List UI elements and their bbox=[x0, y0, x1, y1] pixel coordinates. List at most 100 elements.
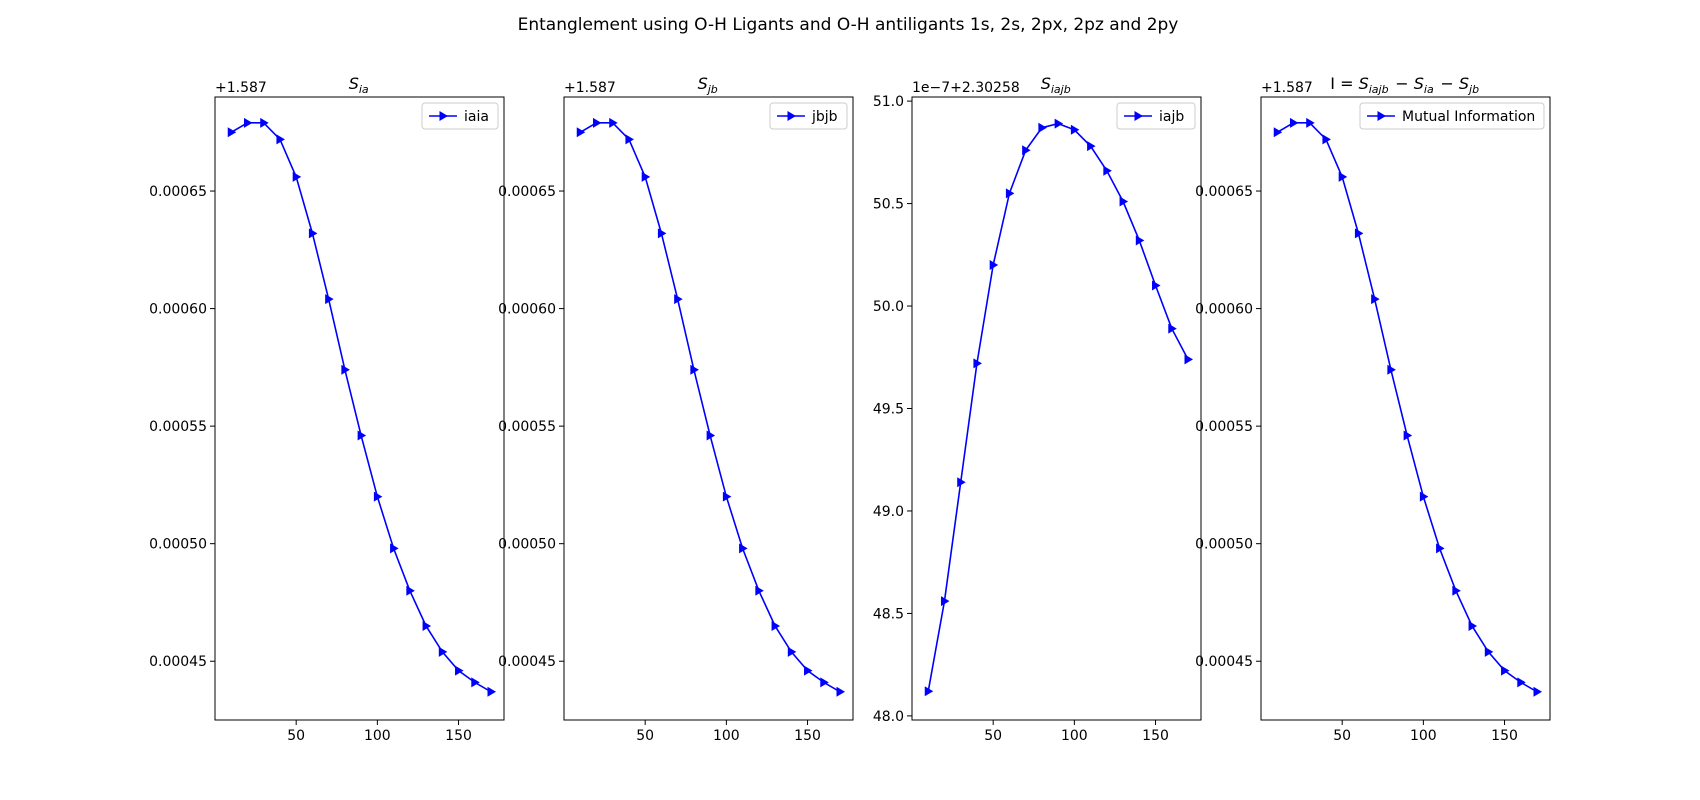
data-point-marker bbox=[422, 620, 432, 631]
data-point-marker bbox=[641, 171, 651, 182]
plot-area bbox=[563, 96, 854, 721]
x-tick-label: 50 bbox=[1333, 728, 1351, 744]
data-point-marker bbox=[771, 620, 781, 631]
axis-offset-label: +1.587 bbox=[564, 80, 616, 96]
legend-marker bbox=[439, 111, 448, 121]
y-tick-label: 48.5 bbox=[873, 606, 904, 622]
figure-title: Entanglement using O-H Ligants and O-H a… bbox=[518, 15, 1179, 35]
data-point-marker bbox=[1119, 196, 1129, 207]
data-point-marker bbox=[592, 117, 602, 128]
data-point-marker bbox=[804, 665, 813, 676]
subplot-title: I = Siajb − Sia − Sjb bbox=[1330, 74, 1480, 96]
data-point-marker bbox=[674, 294, 683, 305]
data-point-marker bbox=[820, 677, 829, 688]
data-point-marker bbox=[657, 228, 667, 239]
x-tick-label: 150 bbox=[794, 728, 821, 744]
data-point-marker bbox=[1338, 171, 1348, 182]
y-tick-label: 0.00065 bbox=[1195, 184, 1253, 200]
y-tick-label: 0.00045 bbox=[149, 654, 207, 670]
legend: iaia bbox=[421, 102, 499, 130]
y-tick-label: 0.00050 bbox=[498, 537, 556, 553]
y-tick-label: 0.00060 bbox=[149, 302, 207, 318]
subplot-title: Siajb bbox=[1041, 74, 1073, 96]
subplot-title: Sia bbox=[349, 74, 371, 96]
y-tick-label: 0.00055 bbox=[1195, 419, 1253, 435]
x-tick-label: 50 bbox=[636, 728, 654, 744]
data-point-marker bbox=[1533, 686, 1543, 697]
data-point-marker bbox=[1005, 188, 1015, 199]
data-point-marker bbox=[260, 117, 269, 128]
legend-box bbox=[421, 102, 499, 130]
data-point-marker bbox=[609, 117, 618, 128]
subplot-1: Sia +1.587 50 100 150 0.00045 0.00050 0.00055 0… bbox=[149, 74, 505, 744]
data-point-marker bbox=[973, 358, 982, 369]
data-point-marker bbox=[1168, 323, 1177, 334]
data-point-marker bbox=[1070, 124, 1080, 135]
subplot-2: Sjb +1.587 50 100 150 0.00045 0.00050 0.00055 0… bbox=[498, 74, 854, 744]
legend-label: iajb bbox=[1159, 109, 1184, 125]
subplots: Sia +1.587 50 100 150 0.00045 0.00050 0.00055 0… bbox=[149, 74, 1551, 744]
data-point-marker bbox=[576, 127, 586, 138]
data-point-marker bbox=[373, 491, 383, 502]
data-point-marker bbox=[406, 585, 415, 596]
data-point-marker bbox=[1289, 117, 1299, 128]
x-tick-label: 50 bbox=[287, 728, 305, 744]
data-point-marker bbox=[1468, 620, 1478, 631]
data-point-marker bbox=[1354, 228, 1364, 239]
legend-label: iaia bbox=[464, 109, 489, 125]
data-point-marker bbox=[787, 646, 797, 657]
y-tick-label: 0.00050 bbox=[149, 537, 207, 553]
y-tick-label: 49.5 bbox=[873, 402, 904, 418]
data-point-marker bbox=[722, 491, 732, 502]
data-point-marker bbox=[1322, 134, 1331, 145]
data-point-marker bbox=[276, 134, 285, 145]
x-tick-label: 50 bbox=[984, 728, 1002, 744]
x-tick-label: 150 bbox=[445, 728, 472, 744]
x-tick-label: 150 bbox=[1491, 728, 1518, 744]
data-point-marker bbox=[739, 543, 748, 554]
data-point-marker bbox=[357, 430, 367, 441]
subplot-4: I = Siajb − Sia − Sjb +1.587 50 100 150 0.00… bbox=[1195, 74, 1551, 744]
y-tick-label: 0.00060 bbox=[1195, 302, 1253, 318]
y-tick-label: 0.00045 bbox=[1195, 654, 1253, 670]
y-tick-label: 0.00065 bbox=[498, 184, 556, 200]
data-point-marker bbox=[455, 665, 464, 676]
x-tick-label: 150 bbox=[1142, 728, 1169, 744]
x-tick-label: 100 bbox=[364, 728, 391, 744]
data-point-marker bbox=[471, 677, 480, 688]
data-point-marker bbox=[308, 228, 318, 239]
data-point-marker bbox=[957, 477, 966, 488]
y-tick-label: 48.0 bbox=[873, 709, 904, 725]
data-point-marker bbox=[1371, 294, 1380, 305]
legend-label: jbjb bbox=[811, 109, 838, 125]
data-point-marker bbox=[989, 260, 999, 271]
y-tick-label: 0.00055 bbox=[498, 419, 556, 435]
data-point-marker bbox=[1306, 117, 1315, 128]
data-point-marker bbox=[706, 430, 716, 441]
data-point-marker bbox=[625, 134, 634, 145]
axis-offset-label: +1.587 bbox=[215, 80, 267, 96]
data-point-marker bbox=[836, 686, 846, 697]
data-point-marker bbox=[227, 127, 237, 138]
data-point-marker bbox=[1152, 280, 1161, 291]
data-point-marker bbox=[1054, 118, 1064, 129]
data-point-marker bbox=[1387, 364, 1396, 375]
y-tick-label: 51.0 bbox=[873, 94, 904, 110]
data-point-marker bbox=[1273, 127, 1283, 138]
x-tick-label: 100 bbox=[713, 728, 740, 744]
data-point-marker bbox=[292, 171, 302, 182]
data-point-marker bbox=[1087, 141, 1096, 152]
legend: Mutual Information bbox=[1359, 102, 1545, 130]
y-tick-label: 49.0 bbox=[873, 504, 904, 520]
axis-offset-label: +1.587 bbox=[1261, 80, 1313, 96]
y-tick-label: 0.00050 bbox=[1195, 537, 1253, 553]
data-point-marker bbox=[325, 294, 334, 305]
legend-marker bbox=[787, 111, 796, 121]
data-point-marker bbox=[1517, 677, 1526, 688]
data-point-marker bbox=[924, 686, 934, 697]
data-point-marker bbox=[487, 686, 497, 697]
x-tick-label: 100 bbox=[1410, 728, 1437, 744]
data-point-marker bbox=[1436, 543, 1445, 554]
y-tick-label: 0.00060 bbox=[498, 302, 556, 318]
plot-area bbox=[1260, 96, 1551, 721]
